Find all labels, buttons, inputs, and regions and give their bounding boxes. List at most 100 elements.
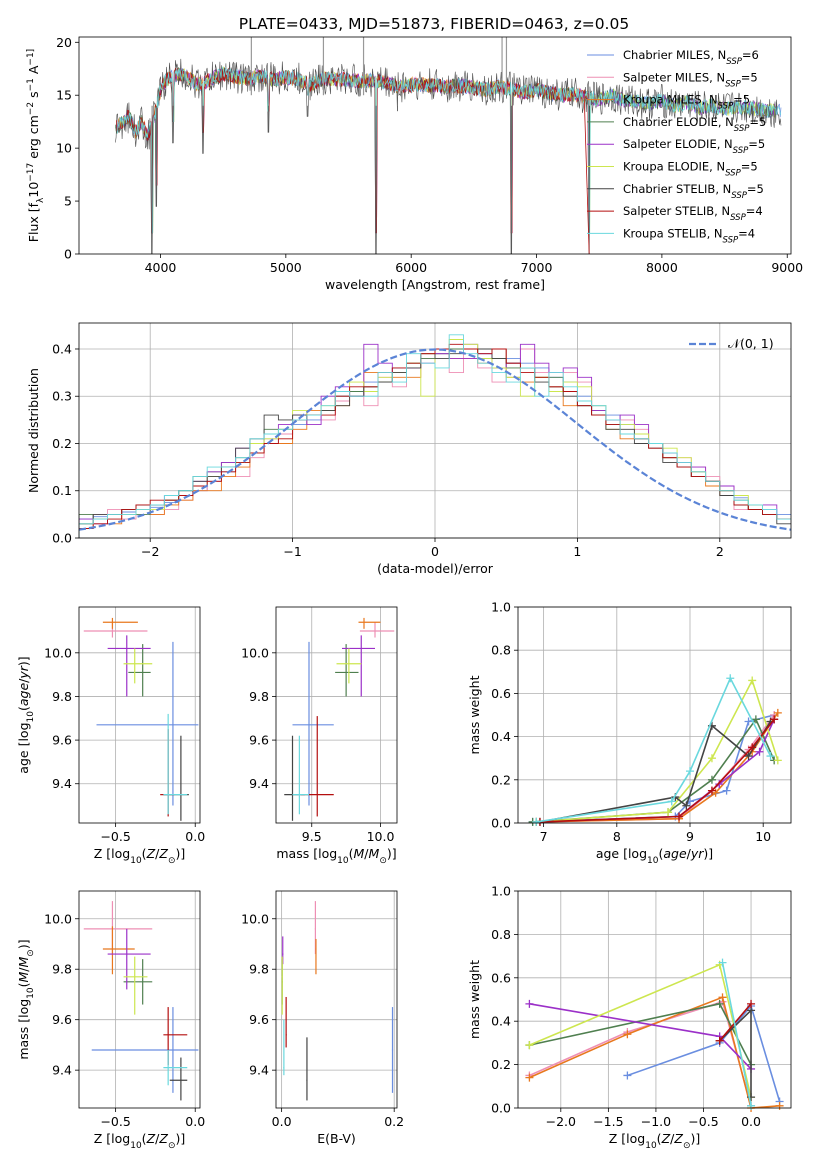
z-massweight-xtick-label: −1.0 [641,1114,671,1129]
age-massweight-frame [517,606,792,824]
residual-histogram-xtick-label: 1 [573,544,581,559]
z-age-xlabel: Z [log10(Z/Z⊙)] [94,846,186,866]
residual-histogram-ytick-label: 0.4 [52,341,72,356]
z-age-xtick-label: −0.5 [100,829,130,844]
age-massweight-xtick-label: 8 [613,829,621,844]
spectrum-lines [115,37,782,254]
spectrum-ytick-label: 10 [56,141,72,156]
age-massweight-marker [744,717,753,726]
z-massweight-marker [715,999,724,1008]
z-age-frame [78,606,201,824]
residual-histogram-frame [78,322,792,539]
z-massweight-line-8 [721,962,752,1106]
z-age-ytick-label: 9.4 [52,776,72,791]
legend-entry: Chabrier STELIB, NSSP=5 [623,182,764,201]
z-massweight-xtick-label: −2.0 [546,1114,576,1129]
spectrum-xtick-label: 8000 [646,260,678,275]
z-massweight-marker [775,1101,784,1110]
age-massweight-ytick-label: 0.4 [491,729,511,744]
age-massweight-marker [664,808,673,817]
residual-histogram-xlabel: (data-model)/error [377,561,494,576]
mass-age-ytick-label: 9.4 [249,776,269,791]
legend-entry: Salpeter MILES, NSSP=5 [623,70,758,89]
z-massweight-marker [747,1101,756,1110]
z-age-ytick-label: 9.6 [52,733,72,748]
figure-title: PLATE=0433, MJD=51873, FIBERID=0463, z=0… [239,15,629,33]
residual-histogram-xtick-label: −2 [141,544,159,559]
legend-entry: Chabrier MILES, NSSP=6 [623,48,759,67]
legend-entry: Chabrier ELODIE, NSSP=5 [623,115,766,134]
spectrum-legend: Chabrier MILES, NSSP=6 Salpeter MILES, NS… [587,48,766,245]
ebv-mass-points [281,901,394,1101]
spectrum-line-kroupa-stelib [117,66,782,234]
ebv-mass-axes: 0.0 0.2 9.4 9.6 9.8 10.0 [241,891,404,1129]
age-massweight-marker [766,752,775,761]
residual-histogram-xtick-label: 0 [431,544,439,559]
ebv-mass-ytick-label: 9.8 [249,962,269,977]
ebv-mass-ytick-label: 9.6 [249,1012,269,1027]
age-massweight-ytick-label: 0.8 [491,643,511,658]
ebv-mass-ytick-label: 9.4 [249,1063,269,1078]
z-massweight-marker [718,993,727,1002]
age-massweight-marker [770,715,779,724]
z-mass-frame [78,890,201,1109]
z-massweight-marker [623,1030,632,1039]
age-massweight-ytick-label: 0.2 [491,772,511,787]
z-mass-xtick-label: −0.5 [100,1114,130,1129]
age-massweight-marker [685,767,694,776]
z-mass-axes: −0.5 0.0 9.4 9.6 9.8 10.0 [44,891,205,1129]
z-age-ytick-label: 9.8 [52,689,72,704]
z-age-ylabel: age [log10(age/yr)] [16,656,36,773]
mass-age-ytick-label: 9.8 [249,689,269,704]
z-massweight-axes: −2.0 −1.5 −1.0 −0.5 0.0 0.0 0.2 0.4 0.6 0.8 1.0 [491,884,791,1129]
legend-entry: Kroupa ELODIE, NSSP=5 [623,160,758,179]
gaussian-curve [79,348,791,531]
z-massweight-xtick-label: 0.0 [741,1114,761,1129]
z-massweight-xlabel: Z [log10(Z/Z⊙)] [609,1131,701,1151]
z-massweight-ytick-label: 0.8 [491,927,511,942]
age-massweight-marker [667,797,676,806]
age-massweight-marker [744,752,753,761]
z-massweight-ytick-label: 0.6 [491,970,511,985]
age-massweight-marker [773,756,782,765]
age-massweight-line-4 [536,718,775,823]
mass-age-xtick-label: 9.5 [302,829,322,844]
age-massweight-line-7 [539,718,775,823]
z-massweight-marker [715,1036,724,1045]
spectrum-frame [78,36,792,255]
z-mass-xlabel: Z [log10(Z/Z⊙)] [94,1131,186,1151]
legend-entry: Salpeter ELODIE, NSSP=5 [623,137,765,156]
spectrum-ytick-label: 20 [56,35,72,50]
spectrum-axes: 4000 5000 6000 7000 8000 9000 0 5 10 15 20 [56,35,803,275]
mass-age-xtick-label: 10.0 [367,829,395,844]
ebv-mass-ytick-label: 10.0 [241,911,269,926]
age-massweight-ytick-label: 1.0 [491,600,511,615]
mass-age-xlabel: mass [log10(M/M⊙)] [276,846,396,866]
z-mass-xtick-label: 0.0 [185,1114,205,1129]
z-massweight-marker [525,1073,534,1082]
mass-age-ytick-label: 9.6 [249,733,269,748]
spectrum-xtick-label: 4000 [145,260,177,275]
z-massweight-ylabel: mass weight [467,960,482,1039]
z-mass-ytick-label: 9.4 [52,1063,72,1078]
ebv-mass-xtick-label: 0.0 [272,1114,292,1129]
spectrum-ytick-label: 5 [64,194,72,209]
z-massweight-ytick-label: 1.0 [491,884,511,899]
legend-entry: Kroupa MILES, NSSP=5 [623,93,750,112]
residual-histogram-ylabel: Normed distribution [26,368,41,493]
spectrum-xtick-label: 7000 [521,260,553,275]
histogram-step-8 [79,334,791,538]
age-massweight-marker [682,801,691,810]
ebv-mass-xlabel: E(B-V) [317,1131,356,1146]
z-massweight-marker [718,958,727,967]
residual-histogram-ytick-label: 0.2 [52,436,72,451]
z-massweight-marker [525,1041,534,1050]
z-massweight-marker [623,1071,632,1080]
residual-histogram-xtick-label: −1 [283,544,301,559]
spectrum-xlabel: wavelength [Angstrom, rest frame] [325,277,545,292]
age-massweight-marker [773,708,782,717]
residual-histogram-ytick-label: 0.0 [52,531,72,546]
z-massweight-line-1 [529,1000,752,1107]
z-massweight-line-7 [719,1003,752,1042]
